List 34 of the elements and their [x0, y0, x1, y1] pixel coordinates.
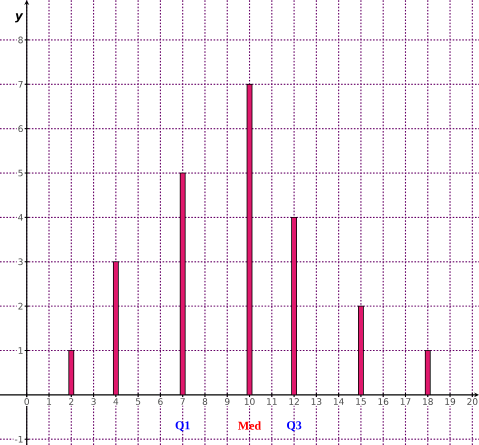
x-tick-label: 12 — [289, 398, 299, 405]
x-tick-label: 13 — [312, 398, 322, 405]
x-tick-label: 7 — [180, 398, 185, 405]
annotation: Med — [238, 421, 262, 430]
y-tick-label: 6 — [18, 125, 23, 132]
x-tick-label: 10 — [244, 398, 255, 405]
x-tick-label: 5 — [136, 398, 140, 405]
x-tick-label: 9 — [224, 398, 230, 405]
x-tick-label: 17 — [400, 398, 410, 405]
x-tick-label: 16 — [378, 398, 388, 405]
y-tick-label: 7 — [18, 81, 23, 88]
x-tick-label: 6 — [158, 398, 163, 405]
x-tick-label: 19 — [445, 398, 456, 405]
y-tick-label: 4 — [18, 214, 23, 221]
y-tick-label: 8 — [18, 36, 23, 44]
x-tick-label: 1 — [47, 398, 52, 405]
x-tick-label: 11 — [267, 398, 277, 405]
y-tick-label: 2 — [18, 302, 23, 310]
y-tick-label: 5 — [18, 170, 23, 176]
y-tick-label: 1 — [18, 347, 23, 354]
x-tick-label: 8 — [202, 398, 208, 405]
x-tick-label: 2 — [69, 398, 74, 405]
y-tick-label: -1 — [14, 436, 23, 442]
y-axis-title: y — [15, 13, 24, 22]
x-tick-label: 3 — [91, 398, 96, 405]
x-tick-label: 4 — [113, 398, 118, 405]
x-tick-label: 20 — [467, 398, 478, 405]
x-tick-label: 18 — [423, 398, 433, 405]
x-tick-label: 0 — [24, 398, 29, 405]
annotation: Q3 — [287, 421, 302, 432]
y-tick-label: 3 — [18, 258, 23, 266]
x-tick-label: 14 — [334, 398, 344, 405]
annotation: Q1 — [176, 421, 190, 432]
x-tick-label: 15 — [356, 398, 366, 405]
